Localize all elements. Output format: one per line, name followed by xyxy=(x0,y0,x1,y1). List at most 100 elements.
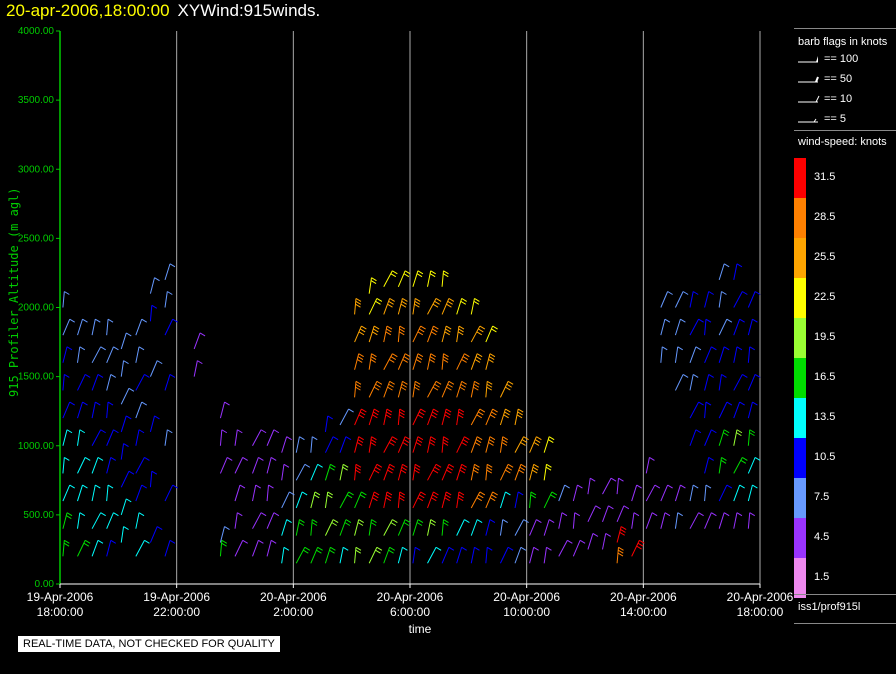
barb-staff xyxy=(397,408,401,426)
barb-legend-100: == 100 xyxy=(824,53,859,65)
barb-feather xyxy=(399,408,405,413)
colorbar-swatch xyxy=(794,278,806,318)
wind-barb xyxy=(383,436,398,453)
wind-barb xyxy=(441,353,449,370)
barb-feather xyxy=(723,429,730,434)
barb-feather xyxy=(692,374,699,378)
barb-feather xyxy=(447,300,453,305)
barb-feather xyxy=(388,300,394,305)
wind-barb xyxy=(62,346,73,363)
barb-feather xyxy=(505,386,511,391)
wind-barb xyxy=(120,387,135,405)
barb-feather xyxy=(286,519,292,524)
barb-feather xyxy=(376,380,383,385)
barb-feather xyxy=(486,380,493,385)
barb-staff xyxy=(733,457,743,474)
barb-feather xyxy=(169,539,176,544)
barb-feather xyxy=(546,463,552,468)
barb-staff xyxy=(77,484,83,502)
barb-feather xyxy=(446,386,452,391)
barb-feather xyxy=(414,546,421,551)
wind-barb xyxy=(412,546,421,564)
barb-staff xyxy=(427,298,437,315)
barb-staff xyxy=(485,464,488,481)
colorbar-swatch xyxy=(794,318,806,358)
barb-staff xyxy=(412,298,416,315)
barb-staff xyxy=(427,325,434,343)
barb-feather xyxy=(489,519,496,524)
wind-barb xyxy=(91,346,106,364)
chart-header: 20-apr-2006,18:00:00 XYWind:915winds. xyxy=(6,1,320,21)
wind-barb xyxy=(383,491,393,509)
barb-feather xyxy=(651,512,658,517)
wind-barb xyxy=(120,470,135,488)
barb-feather xyxy=(711,346,717,351)
quality-notice: REAL-TIME DATA, NOT CHECKED FOR QUALITY xyxy=(18,636,280,652)
barb-staff xyxy=(397,326,401,343)
barb-staff xyxy=(499,491,506,509)
barb-feather xyxy=(443,436,449,441)
barb-feather xyxy=(474,441,481,446)
barb-feather xyxy=(464,519,470,524)
barb-feather xyxy=(432,469,439,474)
barb-feather xyxy=(398,497,405,502)
barb-feather xyxy=(432,386,439,391)
barb-feather xyxy=(66,346,73,351)
wind-barb xyxy=(339,546,349,564)
barb-feather xyxy=(488,441,494,446)
wind-barb xyxy=(747,291,761,308)
wind-barb xyxy=(733,512,743,529)
barb-staff xyxy=(485,325,494,343)
wind-barb xyxy=(339,408,354,426)
barb-staff xyxy=(529,436,537,453)
barb-feather xyxy=(400,386,407,391)
barb-staff xyxy=(120,388,130,405)
barb-staff xyxy=(295,547,306,564)
barb-staff xyxy=(368,491,375,509)
colorbar-label: 10.5 xyxy=(814,451,836,463)
barb-staff xyxy=(747,346,751,363)
wind-barb xyxy=(602,477,617,495)
legend-separator xyxy=(794,623,896,624)
barb-feather xyxy=(433,408,439,413)
barb-feather xyxy=(82,484,88,489)
wind-barb xyxy=(310,519,318,536)
wind-barb xyxy=(354,463,362,481)
wind-barb xyxy=(354,325,367,343)
barb-staff xyxy=(704,402,707,419)
wind-barb xyxy=(499,546,514,564)
barb-staff xyxy=(324,415,329,432)
x-tick-time: 22:00:00 xyxy=(153,605,200,619)
barb-feather xyxy=(461,359,467,363)
barb-staff xyxy=(747,429,751,446)
barb-feather xyxy=(414,300,421,305)
barb-staff xyxy=(252,484,257,502)
chart-date: 20-apr-2006,18:00:00 xyxy=(6,1,170,20)
barb-feather xyxy=(445,491,452,496)
wind-barb xyxy=(91,429,106,446)
barb-feather xyxy=(502,436,508,441)
wind-barb xyxy=(397,519,411,536)
barb-feather xyxy=(138,429,145,434)
wind-barb xyxy=(164,539,176,557)
barb-feather xyxy=(69,401,75,406)
wind-barb xyxy=(368,380,383,398)
barb-staff xyxy=(135,401,143,419)
barb-feather xyxy=(125,415,132,420)
x-axis-label: time xyxy=(408,622,432,636)
wind-barb xyxy=(470,408,486,426)
barb-feather xyxy=(79,512,86,517)
barb-feather xyxy=(664,318,671,323)
wind-barb xyxy=(266,429,280,446)
barb-staff xyxy=(412,325,422,343)
barb-staff xyxy=(106,319,109,336)
wind-barb xyxy=(368,353,377,370)
barb-staff xyxy=(529,464,535,481)
wind-barb xyxy=(77,429,86,446)
barb-feather xyxy=(84,456,91,461)
barb-feather xyxy=(387,386,393,391)
barb-staff xyxy=(733,429,738,446)
wind-barb xyxy=(397,380,408,398)
wind-barb xyxy=(106,429,119,446)
barb-feather xyxy=(474,463,480,468)
